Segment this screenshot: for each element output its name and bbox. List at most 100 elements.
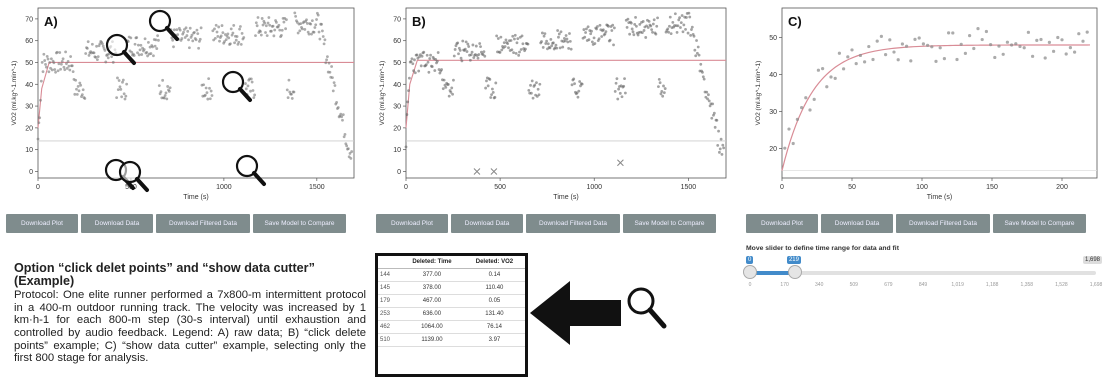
data-point xyxy=(87,54,91,57)
data-point xyxy=(686,31,690,35)
data-point xyxy=(938,46,942,50)
data-point xyxy=(612,43,615,47)
data-point xyxy=(404,145,408,149)
table-cell: 378.00 xyxy=(400,281,464,295)
download-data-button[interactable]: Download Data xyxy=(451,214,523,233)
data-point xyxy=(340,115,344,119)
data-point xyxy=(132,54,136,57)
data-point xyxy=(529,83,532,87)
data-point xyxy=(96,55,100,58)
data-point xyxy=(706,97,709,101)
data-point xyxy=(268,23,272,27)
table-row: 179 467.00 0.05 xyxy=(378,294,525,308)
data-point xyxy=(172,28,176,32)
data-point xyxy=(460,59,464,63)
data-point xyxy=(795,117,799,121)
data-point xyxy=(36,137,40,141)
y-tick-label: 60 xyxy=(25,38,33,45)
data-point xyxy=(657,85,660,89)
data-point xyxy=(450,86,454,90)
data-point xyxy=(590,40,594,44)
data-point xyxy=(323,38,327,42)
data-point xyxy=(406,100,410,104)
data-point xyxy=(603,32,607,36)
data-point xyxy=(223,40,226,43)
data-point xyxy=(634,15,637,19)
data-point xyxy=(321,29,324,33)
data-point xyxy=(1001,52,1005,56)
data-point xyxy=(293,11,297,15)
data-point xyxy=(443,83,447,87)
data-point xyxy=(513,33,517,37)
data-point xyxy=(137,53,141,57)
data-point xyxy=(542,34,546,38)
data-point xyxy=(296,31,300,35)
data-point xyxy=(189,35,193,39)
download-filtered-data-button[interactable]: Download Filtered Data xyxy=(526,214,620,233)
data-point xyxy=(531,96,535,100)
data-point xyxy=(1064,52,1068,56)
data-point xyxy=(577,89,581,93)
panel-label: B) xyxy=(412,14,426,29)
data-point xyxy=(274,20,278,24)
data-point xyxy=(517,53,521,57)
data-point xyxy=(509,39,513,42)
download-data-button[interactable]: Download Data xyxy=(821,214,893,233)
data-point xyxy=(171,38,175,42)
data-point xyxy=(166,85,170,88)
data-point xyxy=(162,96,166,100)
data-point xyxy=(187,38,190,42)
data-point xyxy=(85,46,89,50)
data-point xyxy=(235,35,239,38)
table-cell: 0.14 xyxy=(463,268,525,282)
download-plot-button[interactable]: Download Plot xyxy=(376,214,448,233)
data-point xyxy=(58,51,62,54)
slider-handle-min[interactable] xyxy=(743,265,757,279)
data-point xyxy=(641,20,645,23)
data-point xyxy=(622,84,626,88)
time-range-slider[interactable]: 0 219 1,698 0 170 340 509 679 849 1,019 1,188 1,… xyxy=(743,256,1102,292)
data-point xyxy=(310,19,314,23)
download-plot-button[interactable]: Download Plot xyxy=(6,214,78,233)
y-tick-label: 20 xyxy=(393,125,401,132)
data-point xyxy=(280,34,283,37)
table-cell: 144 xyxy=(378,268,400,282)
data-point xyxy=(453,48,457,51)
data-point xyxy=(484,86,488,90)
slider-tick-label: 1,188 xyxy=(985,282,999,288)
x-tick-label: 1000 xyxy=(586,184,602,191)
table-cell: 1139.00 xyxy=(400,333,464,347)
data-point xyxy=(80,93,84,97)
slider-track[interactable] xyxy=(750,271,1096,275)
data-point xyxy=(46,57,50,61)
data-point xyxy=(666,27,670,31)
data-point xyxy=(242,36,246,39)
data-point xyxy=(44,65,48,69)
download-data-button[interactable]: Download Data xyxy=(81,214,153,233)
slider-end-tag: 1,698 xyxy=(1082,256,1102,264)
download-filtered-data-button[interactable]: Download Filtered Data xyxy=(896,214,990,233)
download-plot-button[interactable]: Download Plot xyxy=(746,214,818,233)
download-filtered-data-button[interactable]: Download Filtered Data xyxy=(156,214,250,233)
data-point xyxy=(544,42,548,45)
data-point xyxy=(554,43,558,47)
data-point xyxy=(335,101,339,104)
data-point xyxy=(435,59,439,63)
data-point xyxy=(829,75,833,79)
data-point xyxy=(712,111,716,115)
data-point xyxy=(787,127,791,131)
data-point xyxy=(658,81,662,85)
data-point xyxy=(493,95,497,99)
slider-handle-max[interactable] xyxy=(787,265,802,279)
data-point xyxy=(550,44,554,48)
data-point xyxy=(909,59,913,63)
data-point xyxy=(589,32,593,36)
save-model-button[interactable]: Save Model to Compare xyxy=(623,214,716,233)
table-cell: 510 xyxy=(378,333,400,347)
data-point xyxy=(326,55,329,58)
data-point xyxy=(410,57,414,61)
save-model-button[interactable]: Save Model to Compare xyxy=(993,214,1086,233)
save-model-button[interactable]: Save Model to Compare xyxy=(253,214,346,233)
data-point xyxy=(662,91,666,95)
data-point xyxy=(812,97,816,101)
